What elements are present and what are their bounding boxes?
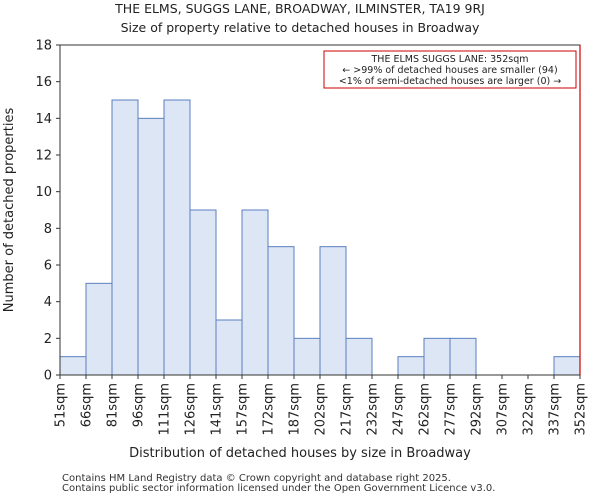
y-axis-label: Number of detached properties bbox=[2, 108, 17, 313]
y-tick-label: 8 bbox=[44, 222, 52, 237]
bar-337sqm bbox=[553, 356, 581, 376]
x-tick-label-247sqm: 247sqm bbox=[392, 383, 407, 436]
x-tick-label-352sqm: 352sqm bbox=[574, 383, 589, 436]
y-axis: 0 2 4 6 8 10 12 14 16 18 bbox=[35, 39, 60, 384]
footer-line-1: Contains HM Land Registry data © Crown c… bbox=[62, 473, 451, 484]
x-tick-label-217sqm: 217sqm bbox=[340, 383, 355, 436]
bar-157sqm bbox=[241, 209, 269, 376]
x-axis: 51sqm 66sqm 81sqm 96sqm 111sqm 126sqm 141sqm 15… bbox=[54, 375, 589, 436]
bar-247sqm bbox=[397, 356, 425, 376]
x-tick-label-262sqm: 262sqm bbox=[418, 383, 433, 436]
bar-81sqm bbox=[111, 99, 139, 376]
x-tick-label-96sqm: 96sqm bbox=[132, 383, 147, 427]
annotation-line-1: THE ELMS SUGGS LANE: 352sqm bbox=[371, 54, 529, 65]
y-tick-label: 18 bbox=[35, 39, 52, 54]
bar-202sqm bbox=[319, 246, 347, 376]
y-tick-label: 12 bbox=[35, 149, 52, 164]
bar-51sqm bbox=[59, 356, 87, 376]
x-tick-label-157sqm: 157sqm bbox=[236, 383, 251, 436]
chart-title: THE ELMS, SUGGS LANE, BROADWAY, ILMINSTE… bbox=[114, 1, 485, 16]
x-tick-label-51sqm: 51sqm bbox=[54, 383, 69, 427]
x-tick-label-202sqm: 202sqm bbox=[314, 383, 329, 436]
x-tick-label-66sqm: 66sqm bbox=[80, 383, 95, 427]
x-tick-label-232sqm: 232sqm bbox=[366, 383, 381, 436]
annotation-box: THE ELMS SUGGS LANE: 352sqm ← >99% of de… bbox=[323, 50, 577, 89]
y-tick-label: 0 bbox=[44, 369, 52, 384]
bar-66sqm bbox=[85, 282, 113, 376]
x-tick-label-81sqm: 81sqm bbox=[106, 383, 121, 427]
bar-217sqm bbox=[345, 337, 373, 376]
y-tick-label: 10 bbox=[35, 185, 52, 200]
x-tick-label-111sqm: 111sqm bbox=[158, 383, 173, 436]
annotation-line-3: <1% of semi-detached houses are larger (… bbox=[339, 76, 561, 87]
y-tick-label: 14 bbox=[35, 112, 52, 127]
x-tick-label-141sqm: 141sqm bbox=[210, 383, 225, 436]
footer-line-2: Contains public sector information licen… bbox=[62, 483, 496, 494]
bar-141sqm bbox=[215, 319, 243, 376]
bar-277sqm bbox=[449, 337, 477, 376]
bar-111sqm bbox=[163, 99, 191, 376]
x-tick-label-172sqm: 172sqm bbox=[262, 383, 277, 436]
chart-subtitle: Size of property relative to detached ho… bbox=[121, 20, 480, 35]
bar-172sqm bbox=[267, 246, 295, 376]
y-tick-label: 4 bbox=[44, 295, 52, 310]
annotation-frame bbox=[323, 50, 577, 89]
y-tick-label: 6 bbox=[44, 259, 52, 274]
bar-187sqm bbox=[293, 337, 321, 376]
bar-262sqm bbox=[423, 337, 451, 376]
y-tick-label: 2 bbox=[44, 332, 52, 347]
bar-96sqm bbox=[137, 117, 165, 376]
x-axis-label: Distribution of detached houses by size … bbox=[129, 446, 471, 461]
x-tick-label-126sqm: 126sqm bbox=[184, 383, 199, 436]
x-tick-label-187sqm: 187sqm bbox=[288, 383, 303, 436]
annotation-line-2: ← >99% of detached houses are smaller (9… bbox=[342, 65, 557, 76]
bar-126sqm bbox=[189, 209, 217, 376]
x-tick-label-322sqm: 322sqm bbox=[522, 383, 537, 436]
x-tick-label-292sqm: 292sqm bbox=[470, 383, 485, 436]
y-tick-label: 16 bbox=[35, 75, 52, 90]
x-tick-label-337sqm: 337sqm bbox=[548, 383, 563, 436]
x-tick-label-277sqm: 277sqm bbox=[444, 383, 459, 436]
x-tick-label-307sqm: 307sqm bbox=[496, 383, 511, 436]
bars-group bbox=[59, 99, 581, 376]
